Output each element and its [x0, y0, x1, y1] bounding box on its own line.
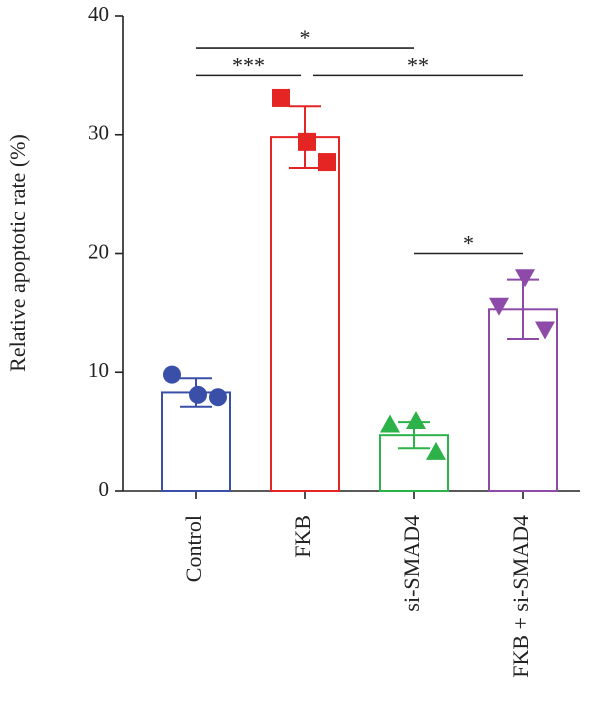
y-axis-title: Relative apoptotic rate (%): [5, 134, 30, 372]
data-point: [406, 410, 426, 429]
significance-label: **: [407, 52, 429, 77]
significance-label: ***: [232, 52, 265, 77]
x-category-label: FKB + si-SMAD4: [508, 515, 533, 678]
y-tick-label: 40: [88, 2, 109, 26]
x-category-label: FKB: [290, 515, 315, 558]
data-point: [163, 365, 181, 384]
x-category-label: Control: [181, 515, 206, 582]
data-point: [209, 388, 227, 407]
y-tick-label: 0: [99, 477, 110, 501]
x-category-label: si-SMAD4: [399, 515, 424, 612]
significance-label: *: [300, 25, 311, 50]
y-tick-label: 10: [88, 358, 109, 382]
data-point: [189, 385, 207, 404]
data-point: [535, 321, 555, 340]
data-point: [272, 88, 290, 107]
y-tick-label: 20: [88, 239, 109, 263]
data-point: [489, 297, 509, 316]
plot-area: 0 10 20 30 40 Control FKB si-SMAD4 FKB + si-SMAD…: [88, 2, 580, 678]
significance-label: *: [463, 231, 474, 256]
bar: [270, 136, 340, 492]
data-point: [515, 269, 535, 288]
data-point: [318, 153, 336, 172]
data-point: [380, 414, 400, 433]
y-tick-label: 30: [88, 121, 109, 145]
data-point: [298, 132, 316, 151]
data-point: [426, 441, 446, 460]
